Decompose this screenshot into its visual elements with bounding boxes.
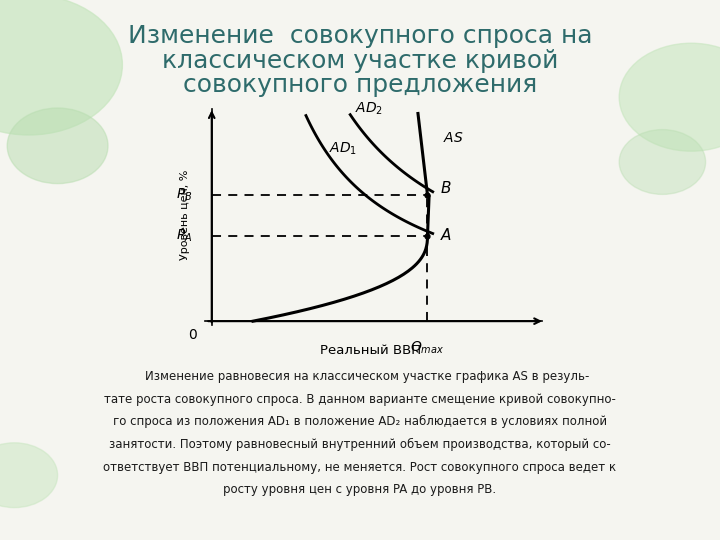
Text: $B$: $B$ [440,180,451,196]
Text: Уровень цен, %: Уровень цен, % [180,170,190,260]
Text: росту уровня цен с уровня PA до уровня PB.: росту уровня цен с уровня PA до уровня P… [223,483,497,496]
Text: $P_A$: $P_A$ [176,227,193,244]
Text: $P_B$: $P_B$ [176,187,193,203]
Text: ответствует ВВП потенциальному, не меняется. Рост совокупного спроса ведет к: ответствует ВВП потенциальному, не меняе… [104,461,616,474]
Text: Изменение  совокупного спроса на: Изменение совокупного спроса на [127,24,593,48]
Text: $AS$: $AS$ [444,131,464,145]
Text: классическом участке кривой: классическом участке кривой [162,49,558,72]
Text: $Q_{max}$: $Q_{max}$ [410,340,444,356]
Text: $AD_2$: $AD_2$ [354,100,382,117]
Text: Изменение равновесия на классическом участке графика AS в резуль-: Изменение равновесия на классическом уча… [130,370,590,383]
Text: Реальный ВВП: Реальный ВВП [320,343,421,356]
Text: тате роста совокупного спроса. В данном варианте смещение кривой совокупно-: тате роста совокупного спроса. В данном … [104,393,616,406]
Text: совокупного предложения: совокупного предложения [183,73,537,97]
Text: занятости. Поэтому равновесный внутренний объем производства, который со-: занятости. Поэтому равновесный внутренни… [109,438,611,451]
Text: го спроса из положения AD₁ в положение AD₂ наблюдается в условиях полной: го спроса из положения AD₁ в положение A… [113,415,607,428]
Text: $A$: $A$ [440,227,452,242]
Text: $AD_1$: $AD_1$ [329,140,357,157]
Text: 0: 0 [189,328,197,342]
